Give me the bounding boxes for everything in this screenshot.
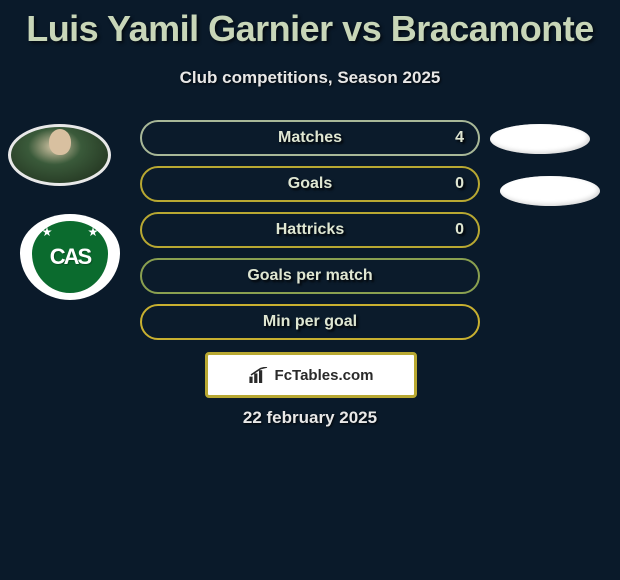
stat-label: Goals per match [247, 267, 372, 285]
player-bubble-2 [500, 176, 600, 206]
player-bubble-1 [490, 124, 590, 154]
stat-value: 0 [455, 175, 464, 193]
stat-row-hattricks: Hattricks 0 [140, 212, 480, 248]
club-crest-inner: CAS [32, 221, 108, 293]
stat-label: Goals [288, 175, 332, 193]
club-crest: CAS [20, 214, 120, 300]
stat-label: Hattricks [276, 221, 344, 239]
source-badge-text: FcTables.com [275, 367, 374, 384]
stat-row-goals-per-match: Goals per match [140, 258, 480, 294]
subtitle: Club competitions, Season 2025 [0, 68, 620, 88]
player-avatar [8, 124, 111, 186]
chart-icon [249, 367, 269, 383]
stats-list: Matches 4 Goals 0 Hattricks 0 Goals per … [140, 120, 480, 350]
stat-row-matches: Matches 4 [140, 120, 480, 156]
stat-value: 0 [455, 221, 464, 239]
page-title: Luis Yamil Garnier vs Bracamonte [0, 0, 620, 50]
stat-value: 4 [455, 129, 464, 147]
stat-label: Matches [278, 129, 342, 147]
stat-row-min-per-goal: Min per goal [140, 304, 480, 340]
club-crest-letters: CAS [50, 244, 90, 270]
source-badge: FcTables.com [205, 352, 417, 398]
stat-label: Min per goal [263, 313, 357, 331]
date-label: 22 february 2025 [0, 408, 620, 428]
stat-row-goals: Goals 0 [140, 166, 480, 202]
